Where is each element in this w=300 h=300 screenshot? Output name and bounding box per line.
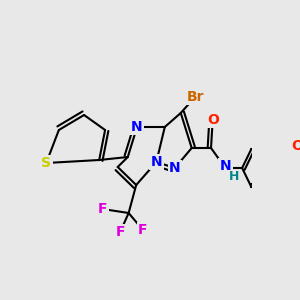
Text: N: N xyxy=(131,120,143,134)
Text: F: F xyxy=(98,202,107,216)
Text: F: F xyxy=(138,223,148,237)
Text: O: O xyxy=(292,139,300,153)
Text: F: F xyxy=(116,225,125,239)
Text: N: N xyxy=(220,159,231,173)
Text: N: N xyxy=(169,161,181,175)
Text: N: N xyxy=(151,155,162,169)
Text: H: H xyxy=(229,169,239,182)
Text: Br: Br xyxy=(186,90,204,104)
Text: S: S xyxy=(41,156,51,170)
Text: O: O xyxy=(207,113,219,127)
